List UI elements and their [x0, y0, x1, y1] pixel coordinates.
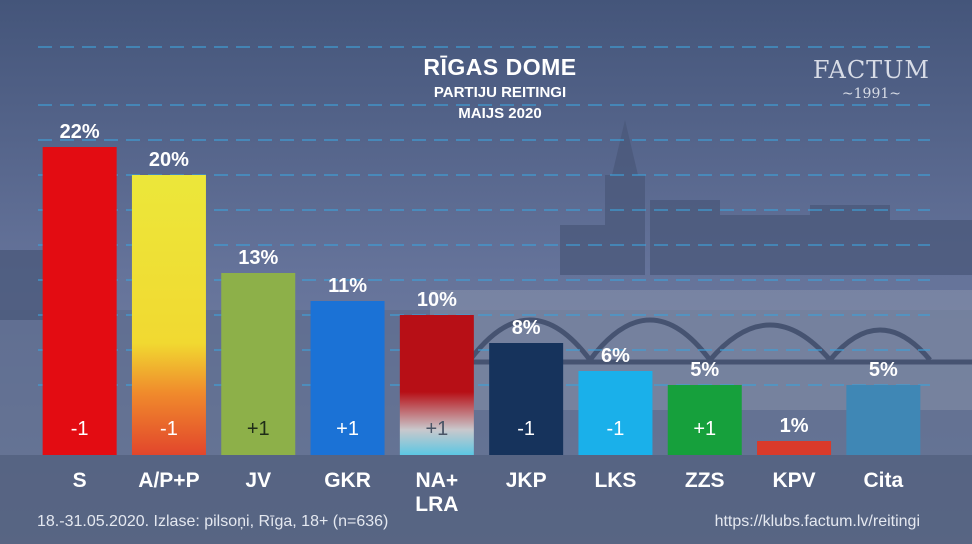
chart-subtitle: PARTIJU REITINGI [433, 84, 567, 101]
value-label: 13% [238, 247, 278, 269]
value-label: 5% [869, 359, 898, 381]
value-label: 22% [60, 121, 100, 143]
change-label: +1 [336, 418, 359, 440]
change-label: +1 [693, 418, 716, 440]
bar-6 [489, 343, 564, 455]
category-label: JV [245, 469, 271, 492]
bar-5 [399, 315, 474, 455]
change-label: -1 [607, 418, 625, 440]
bar-2 [131, 175, 206, 455]
category-label: NA+ [416, 469, 459, 492]
category-label: Cita [864, 469, 904, 492]
bar-3 [221, 273, 296, 455]
bar-1 [42, 147, 117, 455]
chart-date: MAIJS 2020 [458, 105, 542, 122]
brand-year: ~1991~ [841, 86, 901, 102]
category-label: LRA [415, 493, 458, 516]
value-label: 5% [690, 359, 719, 381]
bar-9 [757, 441, 832, 455]
change-label: +1 [425, 418, 448, 440]
category-label: JKP [506, 469, 547, 492]
category-label: LKS [594, 469, 636, 492]
value-label: 10% [417, 289, 457, 311]
category-label: GKR [324, 469, 371, 492]
bar-8 [667, 385, 742, 455]
survey-note: 18.-31.05.2020. Izlase: pilsoņi, Rīga, 1… [37, 513, 389, 530]
bar-4 [310, 301, 385, 455]
bar-7 [578, 371, 653, 455]
change-label: -1 [517, 418, 535, 440]
chart-title: RĪGAS DOME [423, 54, 577, 80]
source-url: https://klubs.factum.lv/reitingi [714, 513, 920, 530]
brand-name: FACTUM [812, 56, 930, 84]
value-label: 6% [601, 345, 630, 367]
change-label: -1 [71, 418, 89, 440]
category-label: A/P+P [138, 469, 199, 492]
category-label: KPV [772, 469, 815, 492]
value-label: 1% [780, 415, 809, 437]
value-label: 8% [512, 317, 541, 339]
bar-10 [846, 385, 921, 455]
factum-logo: FACTUM ~1991~ [813, 56, 930, 102]
change-label: +1 [247, 418, 270, 440]
category-label: ZZS [685, 469, 725, 492]
value-label: 20% [149, 149, 189, 171]
category-label: S [73, 469, 87, 492]
change-label: -1 [160, 418, 178, 440]
value-label: 11% [328, 275, 367, 297]
